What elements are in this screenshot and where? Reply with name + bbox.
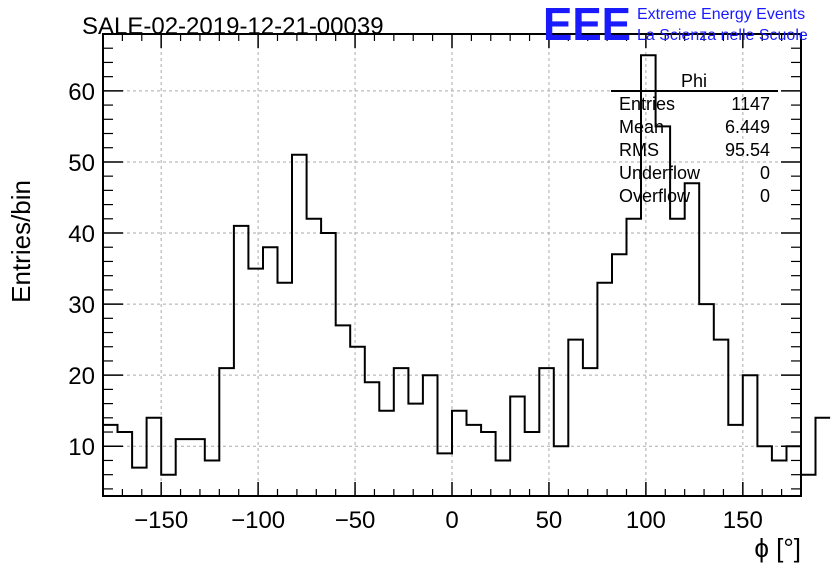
stats-label: Entries — [619, 94, 675, 114]
y-axis-label: Entries/bin — [6, 180, 36, 303]
x-tick-label: −50 — [335, 507, 376, 534]
stats-label: RMS — [619, 140, 659, 160]
x-tick-label: 100 — [626, 507, 666, 534]
stats-value: 0 — [760, 186, 770, 206]
plot-frame — [102, 33, 802, 497]
stats-label: Overflow — [619, 186, 691, 206]
histogram-series — [103, 54, 831, 476]
y-tick-label: 40 — [68, 221, 95, 248]
eee-logo: EEE Extreme Energy Events La Scienza nel… — [543, 0, 808, 50]
stats-value: 0 — [760, 163, 770, 183]
x-tick-label: −100 — [231, 507, 285, 534]
x-axis-label: ϕ [°] — [754, 533, 801, 563]
tick-labels: −150 −100 −50 0 50 100 150 10 20 30 40 50 60 — [68, 79, 763, 534]
stats-rows: Entries 1147 Mean 6.449 RMS 95.54 Underflow 0 Ov… — [619, 94, 770, 206]
y-tick-label: 10 — [68, 434, 95, 461]
stats-value: 1147 — [731, 94, 770, 114]
logo-line-2: La Scienza nelle Scuole — [637, 27, 808, 44]
stats-label: Underflow — [619, 163, 701, 183]
x-tick-label: 150 — [723, 507, 763, 534]
stats-label: Mean — [619, 117, 664, 137]
x-tick-label: −150 — [134, 507, 188, 534]
chart-title: SALE-02-2019-12-21-00039 — [82, 13, 384, 40]
x-tick-label: 50 — [536, 507, 563, 534]
stats-box: Phi Entries 1147 Mean 6.449 RMS 95.54 Underflo… — [611, 71, 778, 206]
stats-value: 6.449 — [725, 117, 770, 137]
y-tick-label: 30 — [68, 292, 95, 319]
x-tick-label: 0 — [445, 507, 458, 534]
logo-line-1: Extreme Energy Events — [637, 6, 805, 23]
y-tick-label: 60 — [68, 79, 95, 106]
y-tick-label: 50 — [68, 150, 95, 177]
logo-mark: EEE — [543, 0, 631, 50]
y-tick-label: 20 — [68, 363, 95, 390]
stats-name: Phi — [681, 71, 707, 91]
stats-value: 95.54 — [725, 140, 770, 160]
